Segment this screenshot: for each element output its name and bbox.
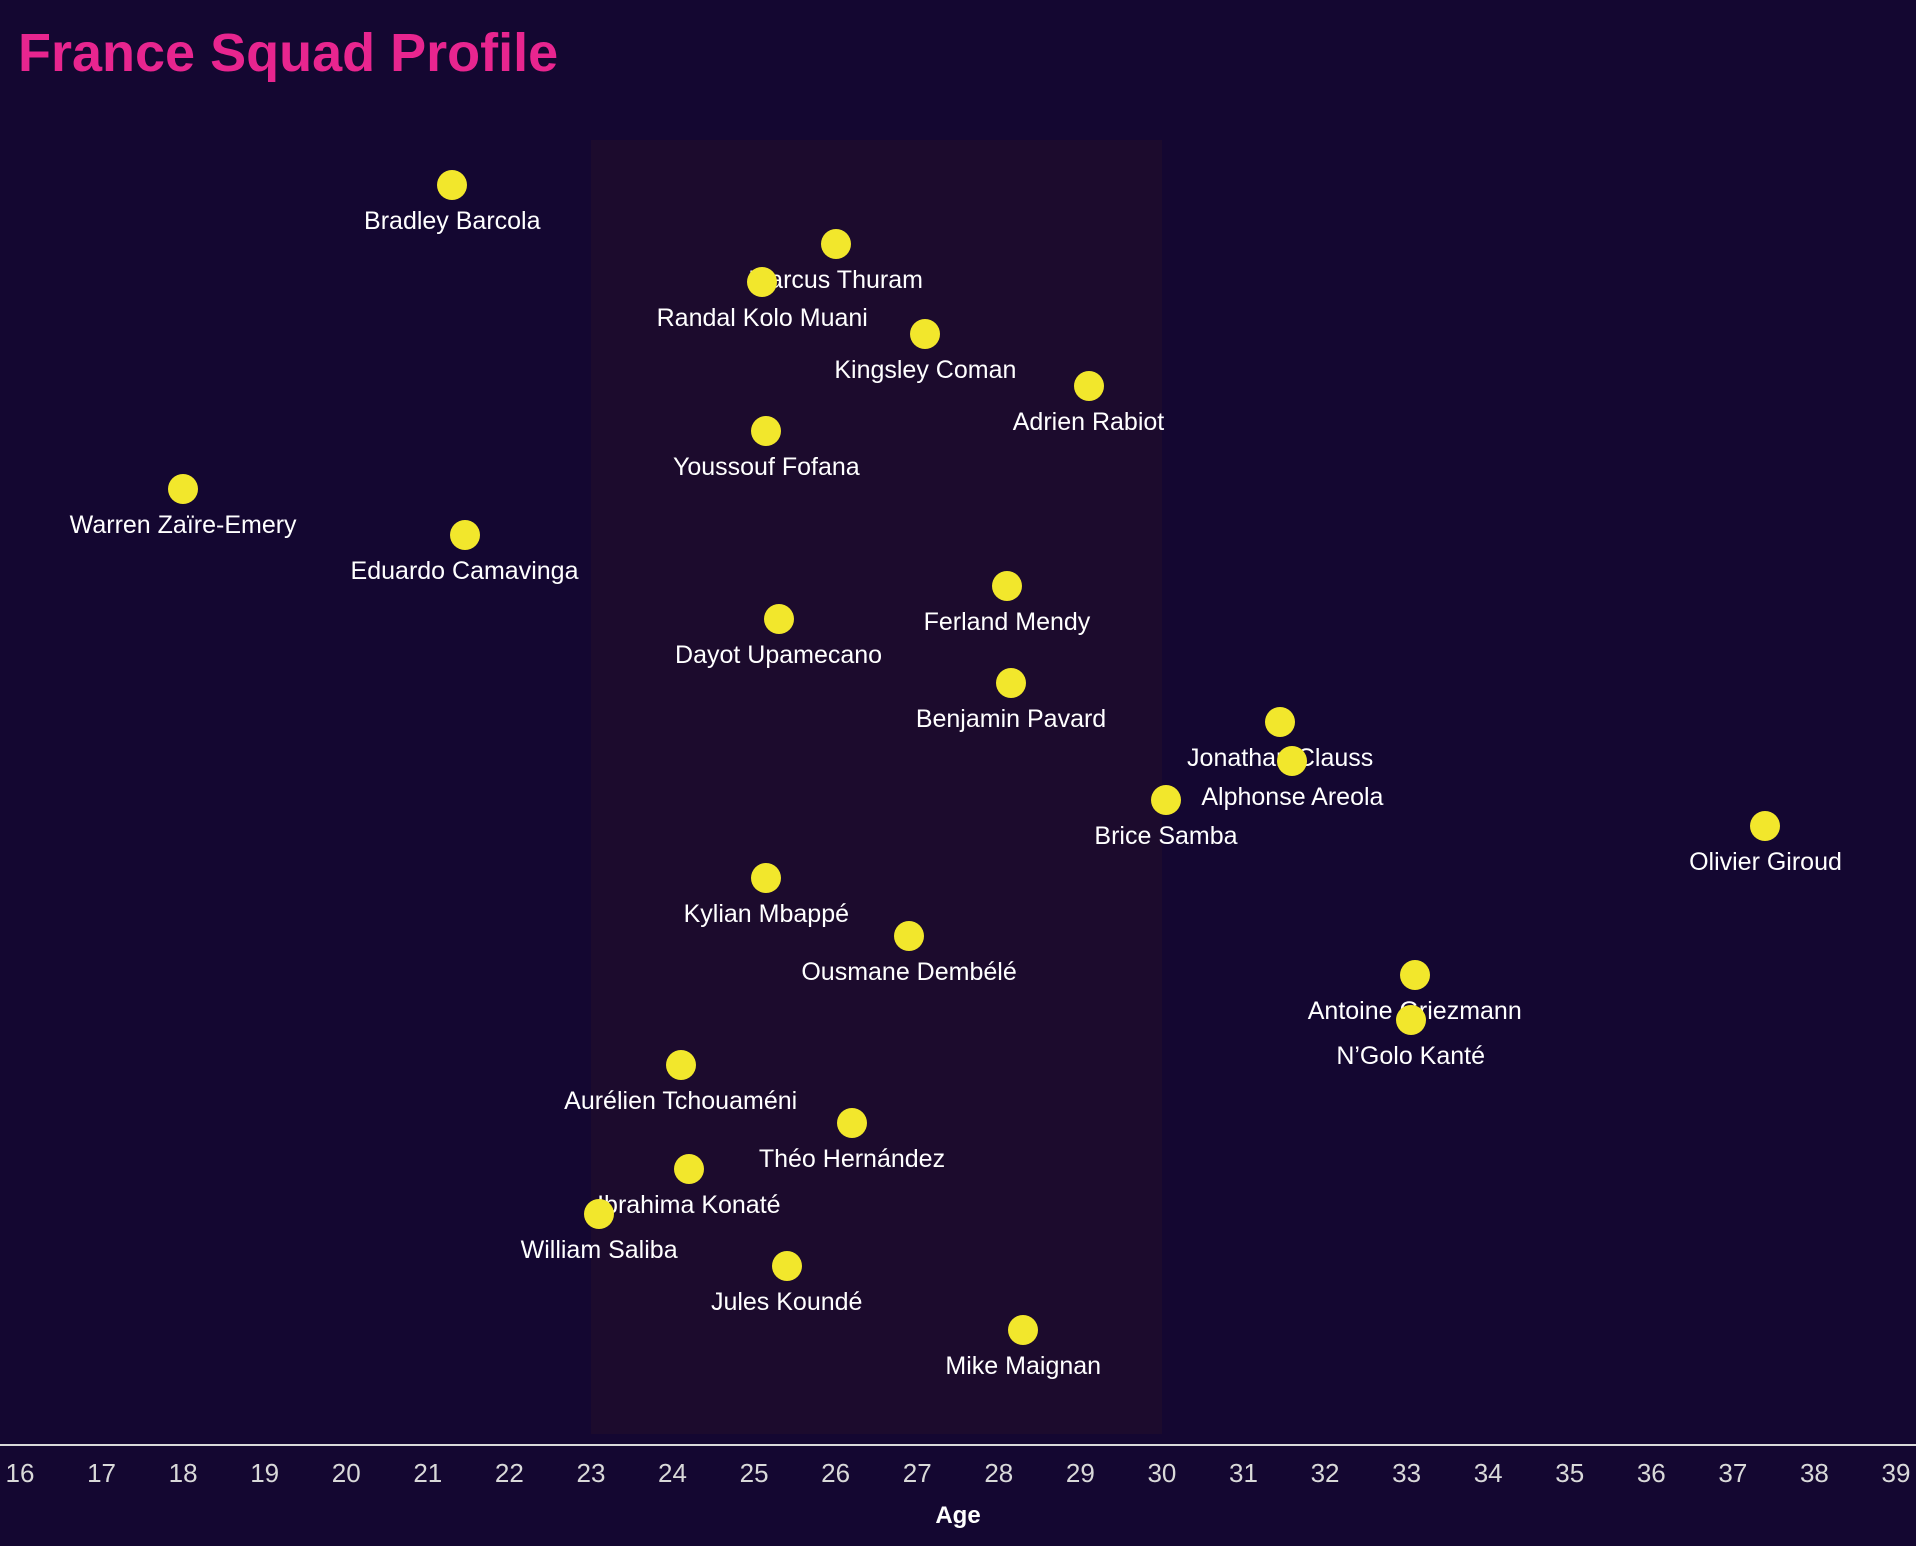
player-marker [821,229,851,259]
x-tick-label: 24 [658,1458,687,1489]
x-tick-label: 20 [332,1458,361,1489]
player-marker [837,1108,867,1138]
x-tick-label: 39 [1882,1458,1911,1489]
player-label: Olivier Giroud [1689,848,1842,877]
squad-profile-chart: France Squad Profile 16 17 18 19 20 21 22 23 24 25… [0,0,1916,1546]
player-marker [996,668,1026,698]
x-tick-label: 32 [1311,1458,1340,1489]
player-marker [168,474,198,504]
x-tick-label: 37 [1718,1458,1747,1489]
player-label: William Saliba [521,1236,678,1265]
player-label: Jules Koundé [711,1288,863,1317]
player-label: Dayot Upamecano [675,641,882,670]
player-label: Théo Hernández [759,1145,945,1174]
player-label: Mike Maignan [945,1352,1101,1381]
player-label: Alphonse Areola [1201,783,1383,812]
x-axis-title: Age [935,1502,980,1530]
x-tick-label: 29 [1066,1458,1095,1489]
player-label: Kingsley Coman [834,356,1016,385]
player-marker [1396,1005,1426,1035]
player-marker [666,1050,696,1080]
player-label: Ferland Mendy [924,608,1091,637]
player-marker [1265,707,1295,737]
x-tick-label: 28 [984,1458,1013,1489]
x-tick-label: 25 [740,1458,769,1489]
player-marker [1750,811,1780,841]
player-marker [1277,746,1307,776]
player-marker [910,319,940,349]
player-label: Youssouf Fofana [673,453,860,482]
x-tick-label: 17 [87,1458,116,1489]
player-marker [751,863,781,893]
player-marker [1400,960,1430,990]
player-label: Benjamin Pavard [916,705,1106,734]
x-tick-label: 27 [903,1458,932,1489]
player-label: N’Golo Kanté [1336,1042,1485,1071]
player-label: Adrien Rabiot [1013,408,1164,437]
player-marker [1008,1315,1038,1345]
player-label: Warren Zaïre-Emery [70,511,297,540]
x-tick-label: 19 [250,1458,279,1489]
player-marker [894,921,924,951]
x-tick-label: 16 [6,1458,35,1489]
player-marker [751,416,781,446]
player-label: Ibrahima Konaté [597,1191,780,1220]
player-marker [1151,785,1181,815]
player-marker [747,267,777,297]
player-label: Eduardo Camavinga [351,557,579,586]
player-marker [674,1154,704,1184]
player-marker [450,520,480,550]
x-tick-label: 31 [1229,1458,1258,1489]
x-tick-label: 26 [821,1458,850,1489]
x-tick-label: 18 [169,1458,198,1489]
player-marker [1074,371,1104,401]
x-tick-label: 33 [1392,1458,1421,1489]
x-tick-label: 38 [1800,1458,1829,1489]
x-tick-label: 35 [1555,1458,1584,1489]
player-marker [584,1199,614,1229]
x-axis-line [0,1444,1916,1446]
player-label: Brice Samba [1094,822,1237,851]
x-tick-label: 36 [1637,1458,1666,1489]
player-marker [772,1251,802,1281]
x-tick-label: 34 [1474,1458,1503,1489]
x-tick-label: 22 [495,1458,524,1489]
player-marker [764,604,794,634]
x-tick-label: 23 [576,1458,605,1489]
player-label: Aurélien Tchouaméni [564,1087,797,1116]
x-tick-label: 21 [413,1458,442,1489]
player-label: Ousmane Dembélé [801,958,1016,987]
player-marker [992,571,1022,601]
player-label: Randal Kolo Muani [657,304,868,333]
player-label: Kylian Mbappé [684,900,849,929]
chart-title: France Squad Profile [18,22,558,84]
player-label: Bradley Barcola [364,207,540,236]
x-tick-label: 30 [1147,1458,1176,1489]
player-marker [437,170,467,200]
